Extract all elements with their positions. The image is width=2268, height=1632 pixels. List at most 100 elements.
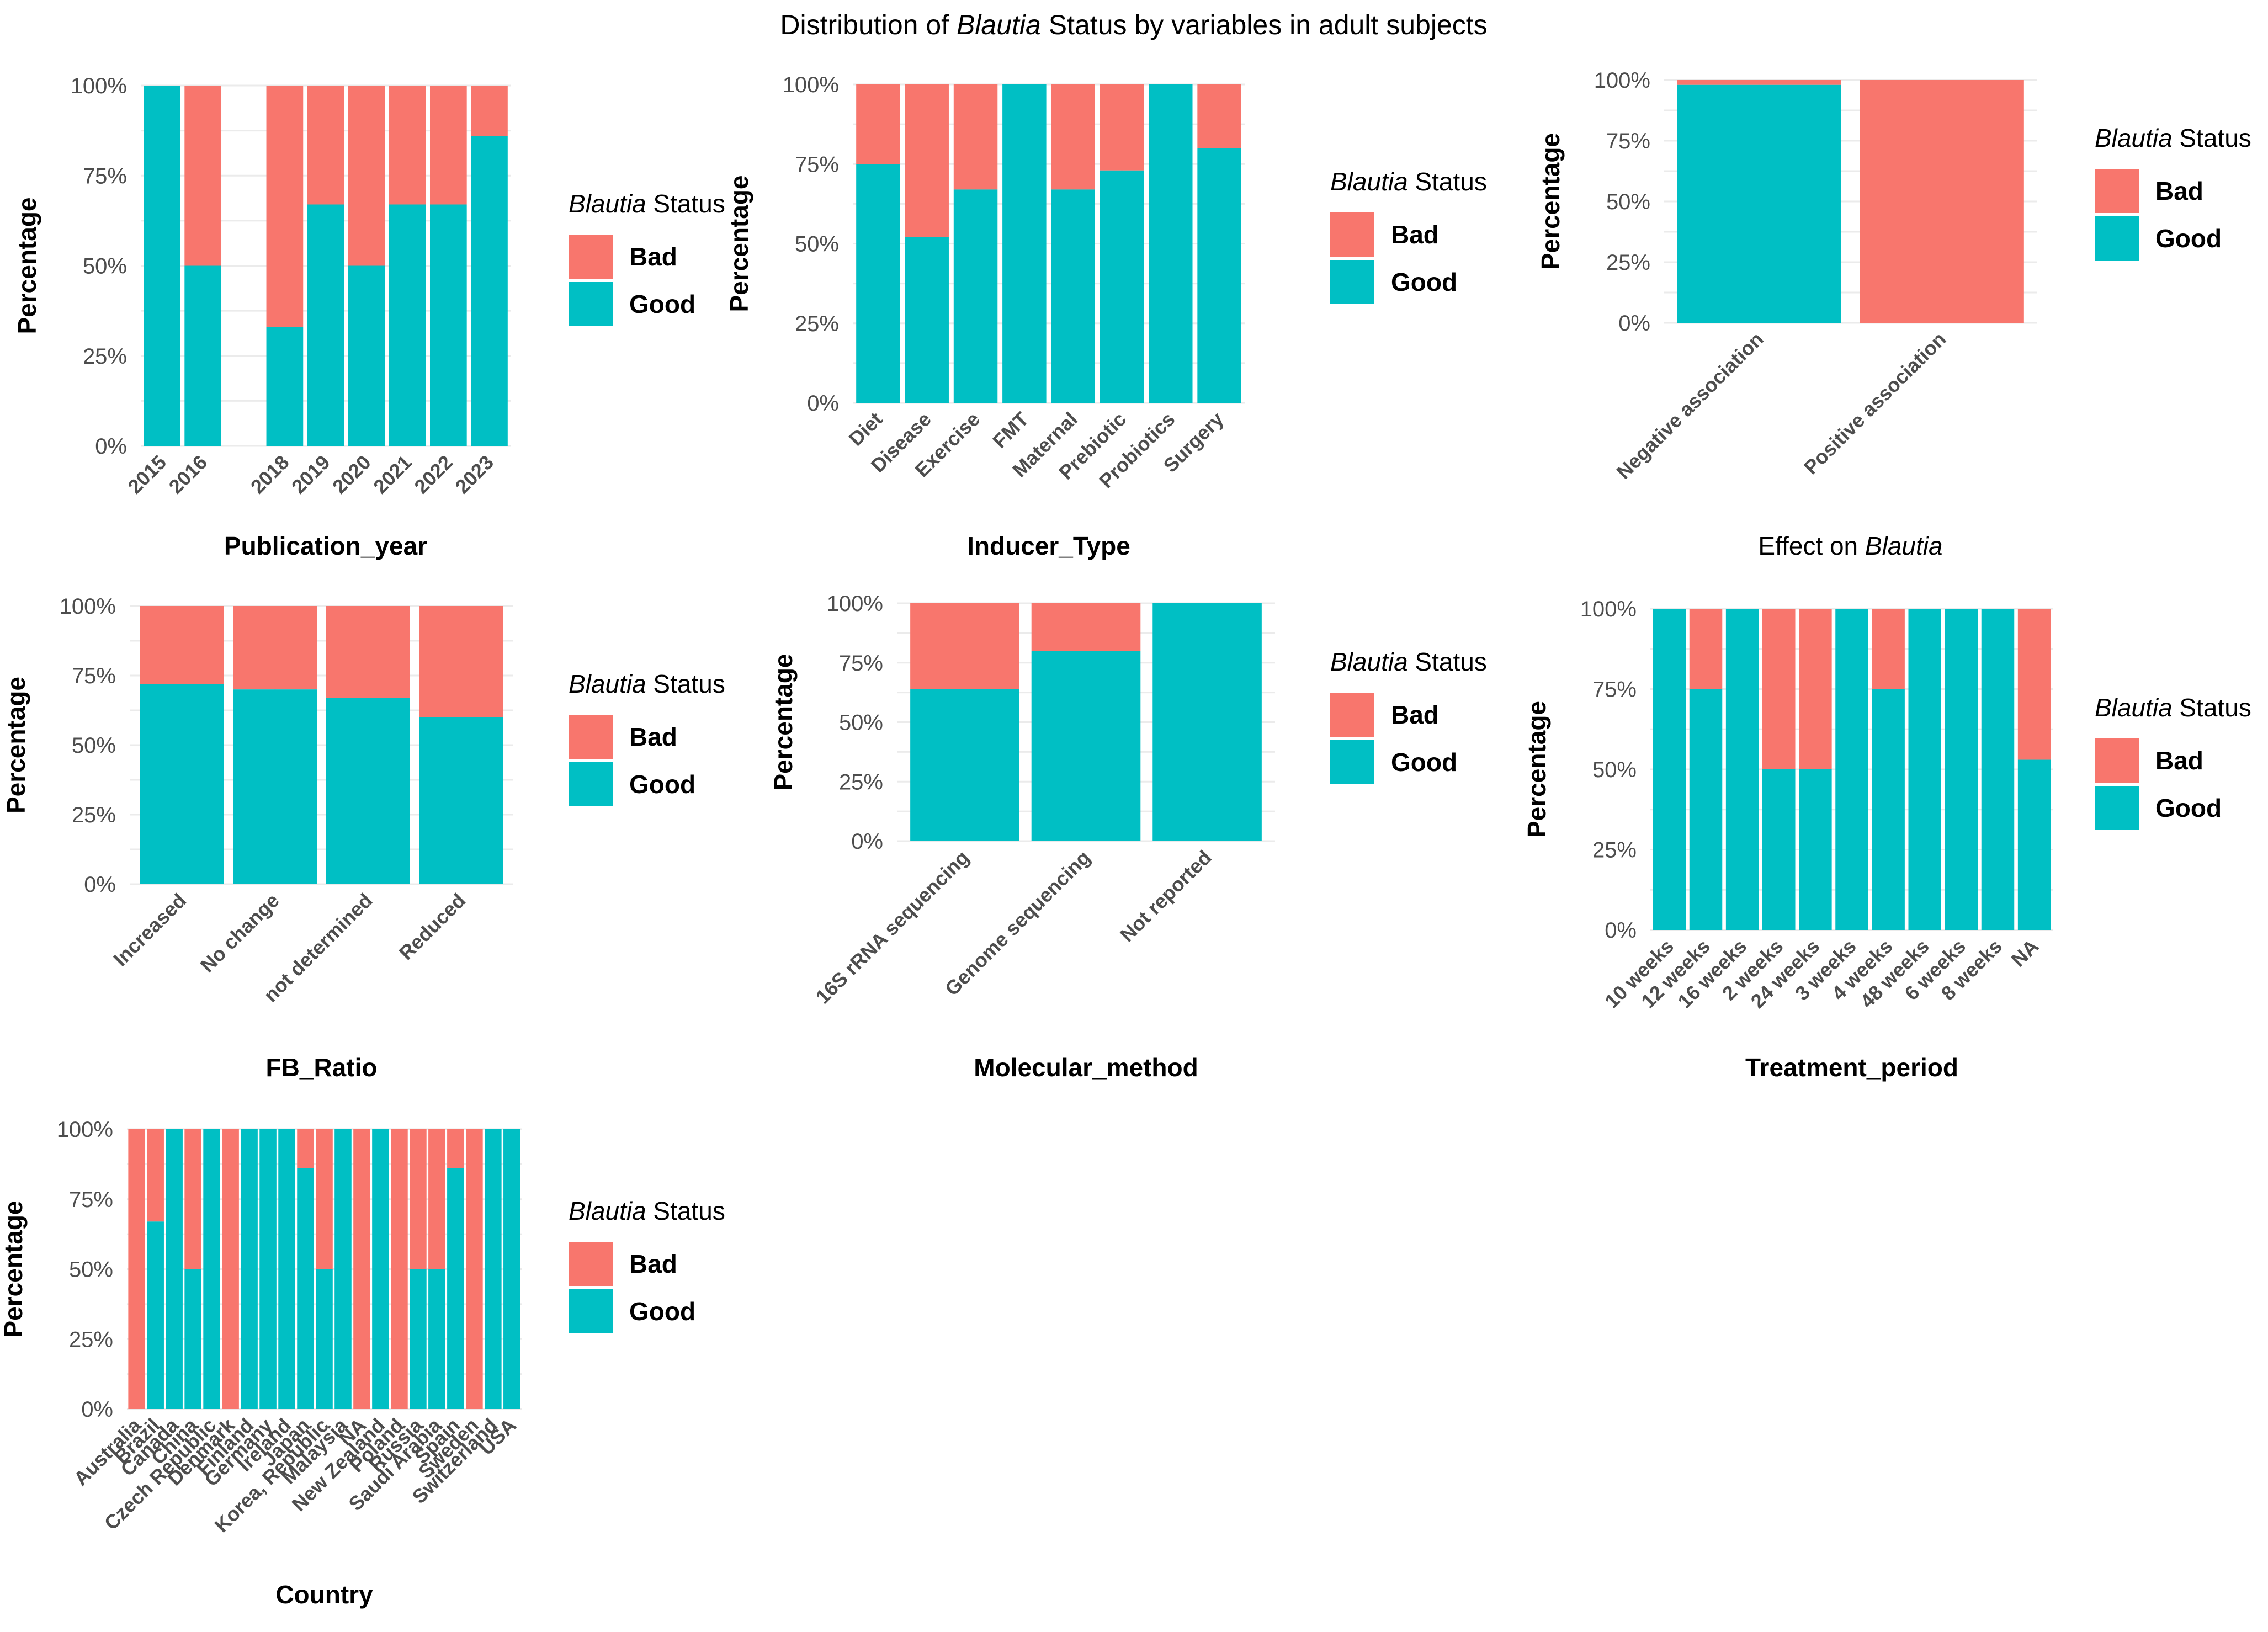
bar-bad bbox=[128, 1129, 145, 1409]
bar-good bbox=[1872, 689, 1905, 930]
bar-good bbox=[1945, 609, 1978, 930]
x-tick-label: 2018 bbox=[246, 451, 294, 498]
legend-swatch-bad bbox=[1330, 693, 1374, 737]
bar-bad bbox=[184, 1129, 201, 1269]
legend-label-bad: Bad bbox=[1391, 220, 1439, 249]
y-tick-label: 100% bbox=[71, 74, 127, 98]
bar-good bbox=[1100, 170, 1144, 403]
bar-good bbox=[144, 86, 180, 446]
y-tick-label: 100% bbox=[827, 592, 883, 616]
bar-good bbox=[147, 1221, 164, 1409]
legend-label-bad: Bad bbox=[2155, 746, 2203, 775]
y-tick-label: 0% bbox=[84, 873, 116, 897]
bar-good bbox=[203, 1129, 220, 1409]
x-axis-title: Inducer_Type bbox=[967, 531, 1130, 560]
legend-label-good: Good bbox=[1391, 268, 1457, 296]
bar-bad bbox=[2017, 609, 2051, 760]
bar-good bbox=[326, 698, 410, 884]
x-tick-label: 2019 bbox=[287, 451, 334, 498]
bar-bad bbox=[429, 86, 467, 205]
legend: Blautia Status Bad Good bbox=[569, 189, 725, 326]
y-tick-label: 0% bbox=[1605, 918, 1637, 943]
bar-good bbox=[447, 1168, 464, 1409]
y-tick-label: 100% bbox=[1580, 597, 1637, 621]
bar-good bbox=[471, 136, 508, 446]
legend-swatch-good bbox=[569, 762, 613, 806]
bar-bad bbox=[419, 606, 503, 717]
bar-bad bbox=[1872, 609, 1905, 689]
legend-swatch-good bbox=[569, 282, 613, 326]
bar-bad bbox=[856, 84, 900, 164]
bar-good bbox=[1051, 189, 1095, 403]
y-axis-title: Percentage bbox=[769, 653, 798, 790]
bar-bad bbox=[953, 84, 998, 190]
legend-label-bad: Bad bbox=[629, 1250, 677, 1278]
bar-good bbox=[259, 1129, 277, 1409]
x-tick-label: 2020 bbox=[328, 451, 375, 498]
bar-good bbox=[372, 1129, 389, 1409]
x-tick-label: 2015 bbox=[124, 451, 171, 498]
legend-label-good: Good bbox=[2155, 224, 2222, 253]
panel-5: 0%25%50%75%100%16S rRNA sequencingGenome… bbox=[769, 592, 1487, 1082]
bar-good bbox=[1677, 84, 1841, 323]
legend-label-good: Good bbox=[2155, 794, 2222, 822]
bar-good bbox=[266, 327, 304, 446]
y-tick-label: 75% bbox=[839, 651, 883, 676]
legend-title: Blautia Status bbox=[569, 1197, 725, 1225]
bar-good bbox=[184, 1269, 201, 1409]
legend-title: Blautia Status bbox=[1330, 647, 1487, 676]
y-tick-label: 75% bbox=[795, 152, 839, 177]
bar-bad bbox=[1799, 609, 1832, 769]
bar-good bbox=[1908, 609, 1942, 930]
legend-label-bad: Bad bbox=[629, 722, 677, 751]
bar-bad bbox=[184, 86, 222, 266]
bar-good bbox=[1725, 609, 1759, 930]
legend-swatch-good bbox=[2095, 786, 2139, 830]
bar-bad bbox=[266, 86, 304, 327]
legend-label-good: Good bbox=[1391, 748, 1457, 777]
legend: Blautia Status Bad Good bbox=[569, 1197, 725, 1333]
bar-bad bbox=[1860, 80, 2024, 323]
y-tick-label: 75% bbox=[1592, 678, 1637, 702]
y-tick-label: 75% bbox=[1606, 129, 1650, 153]
bar-good bbox=[485, 1129, 502, 1409]
bar-good bbox=[334, 1129, 352, 1409]
bar-bad bbox=[1762, 609, 1796, 769]
bar-bad bbox=[1051, 84, 1095, 190]
y-tick-label: 25% bbox=[839, 770, 883, 794]
y-tick-label: 0% bbox=[851, 830, 883, 854]
bar-good bbox=[910, 689, 1019, 841]
bar-good bbox=[503, 1129, 520, 1409]
x-axis-title: Country bbox=[275, 1580, 373, 1609]
x-axis-title: Publication_year bbox=[224, 531, 427, 560]
y-tick-label: 75% bbox=[72, 664, 116, 688]
x-tick-label: Positive association bbox=[1799, 328, 1951, 479]
bar-bad bbox=[471, 86, 508, 136]
y-tick-label: 0% bbox=[95, 434, 127, 459]
bar-good bbox=[389, 204, 426, 446]
legend-title: Blautia Status bbox=[2095, 693, 2251, 722]
bar-good bbox=[953, 189, 998, 403]
y-axis-title: Percentage bbox=[1536, 133, 1565, 270]
x-tick-label: 2021 bbox=[369, 451, 416, 498]
y-tick-label: 100% bbox=[57, 1118, 113, 1142]
y-axis-title: Percentage bbox=[13, 197, 41, 334]
bar-bad bbox=[447, 1129, 464, 1168]
y-tick-label: 25% bbox=[1592, 838, 1637, 863]
legend: Blautia Status Bad Good bbox=[2095, 124, 2251, 261]
bar-good bbox=[166, 1129, 183, 1409]
y-tick-label: 100% bbox=[783, 73, 839, 97]
bar-good bbox=[1653, 609, 1686, 930]
legend-swatch-bad bbox=[2095, 738, 2139, 783]
legend-swatch-bad bbox=[1330, 212, 1374, 257]
y-axis-title: Percentage bbox=[2, 677, 30, 814]
x-tick-label: FMT bbox=[988, 408, 1033, 453]
bar-good bbox=[856, 164, 900, 403]
bar-bad bbox=[389, 86, 426, 205]
legend-swatch-good bbox=[569, 1289, 613, 1333]
legend-label-good: Good bbox=[629, 770, 695, 799]
x-tick-label: NA bbox=[2007, 935, 2043, 971]
y-tick-label: 100% bbox=[60, 594, 116, 619]
